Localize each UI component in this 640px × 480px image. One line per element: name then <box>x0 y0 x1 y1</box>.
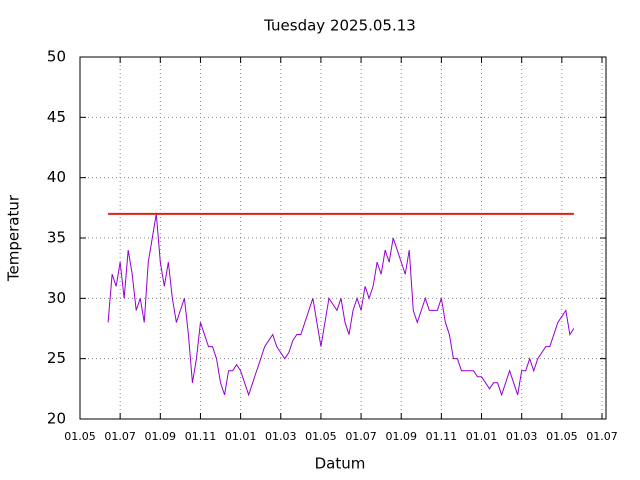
x-axis-label: Datum <box>315 455 366 473</box>
data-line <box>107 213 575 397</box>
x-tick-label: 01.01 <box>225 430 257 443</box>
x-tick-label: 01.01 <box>466 430 498 443</box>
x-tick-label: 01.03 <box>506 430 538 443</box>
y-tick-label: 20 <box>47 410 66 428</box>
x-tick-label: 01.09 <box>145 430 177 443</box>
y-tick-label: 25 <box>47 349 66 367</box>
chart-title: Tuesday 2025.05.13 <box>263 17 416 35</box>
x-tick-label: 01.07 <box>345 430 377 443</box>
x-tick-label: 01.05 <box>546 430 578 443</box>
x-tick-label: 01.09 <box>385 430 417 443</box>
y-tick-label: 30 <box>47 289 66 307</box>
x-tick-label: 01.05 <box>64 430 96 443</box>
y-tick-label: 40 <box>47 168 66 186</box>
y-tick-label: 50 <box>47 48 66 66</box>
y-tick-label: 45 <box>47 108 66 126</box>
x-tick-label: 01.05 <box>305 430 337 443</box>
plot-frame <box>79 56 607 420</box>
x-tick-label: 01.03 <box>265 430 297 443</box>
y-axis-label: Temperatur <box>5 194 23 282</box>
x-tick-label: 01.11 <box>185 430 217 443</box>
x-tick-label: 01.07 <box>104 430 136 443</box>
x-tick-label: 01.07 <box>586 430 618 443</box>
y-tick-label: 35 <box>47 229 66 247</box>
x-tick-label: 01.11 <box>426 430 458 443</box>
